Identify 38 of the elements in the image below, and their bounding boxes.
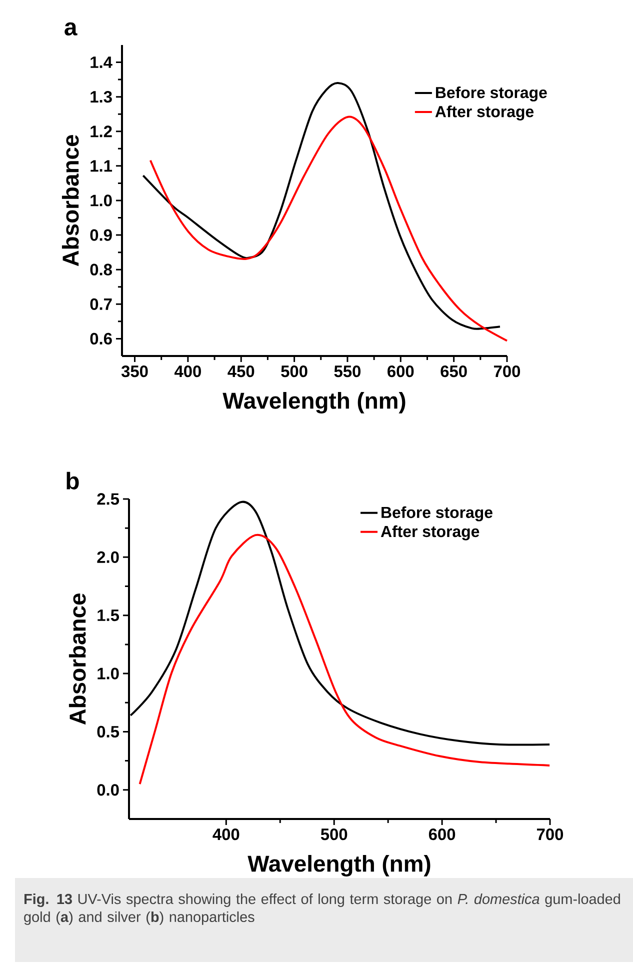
legend-label: After storage (435, 106, 534, 120)
y-tick-label: 0.9 (90, 229, 112, 241)
y-tick-label: 2.0 (97, 551, 119, 563)
y-tick-label: 1.5 (98, 610, 120, 622)
y-tick-label: 1.0 (90, 194, 112, 206)
x-axis-title: Wavelength (nm) (248, 854, 430, 876)
y-tick-label: 0.6 (90, 332, 112, 345)
x-tick-label: 500 (281, 366, 308, 378)
x-tick-label: 700 (536, 828, 564, 840)
y-tick-label: 0.7 (90, 298, 112, 310)
x-tick-label: 450 (228, 366, 254, 378)
y-axis-title: Absorbance (62, 135, 79, 266)
y-axis-title: Absorbance (68, 594, 86, 725)
chart-title: b (66, 472, 79, 490)
legend-label: After storage (380, 525, 480, 540)
x-tick-label: 550 (334, 366, 361, 378)
x-tick-label: 400 (212, 828, 240, 840)
y-tick-label: 1.3 (90, 90, 112, 103)
x-tick-label: 500 (320, 828, 348, 840)
x-tick-label: 600 (388, 366, 414, 378)
y-tick-label: 2.5 (97, 493, 120, 505)
y-tick-label: 0.0 (97, 784, 119, 796)
x-tick-label: 400 (174, 366, 201, 378)
y-tick-label: 0.5 (97, 726, 120, 738)
legend-label: Before storage (382, 506, 492, 522)
chart-title: a (64, 22, 78, 36)
x-tick-label: 700 (494, 366, 520, 378)
text: Fig. 13 UV-Vis spectra showing the effect of long term storage on P. domestica gum-loaded gold (a) and silver (b) nanoparticles (24, 894, 620, 925)
legend-label: Before storage (436, 86, 547, 102)
x-tick-label: 650 (440, 366, 467, 378)
y-tick-label: 1.0 (98, 668, 119, 680)
x-axis-title: Wavelength (nm) (222, 392, 406, 414)
y-tick-label: 1.2 (90, 126, 112, 138)
x-tick-label: 350 (121, 366, 148, 378)
x-tick-label: 600 (428, 828, 456, 840)
y-tick-label: 0.8 (90, 264, 112, 276)
y-tick-label: 1.4 (90, 56, 112, 68)
y-tick-label: 1.1 (90, 160, 112, 172)
